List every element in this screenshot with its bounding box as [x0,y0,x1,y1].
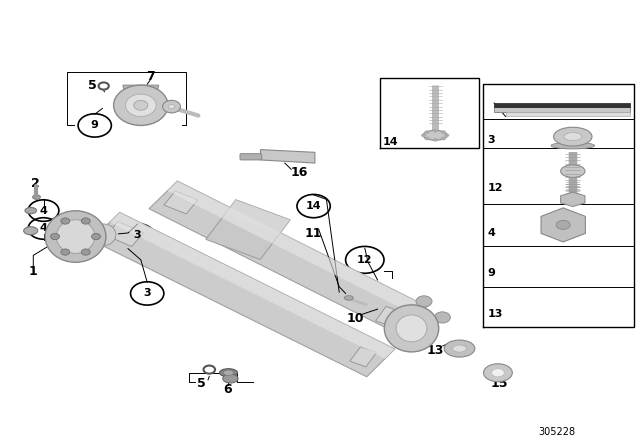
FancyBboxPatch shape [240,154,262,160]
Text: 9: 9 [91,121,99,130]
Ellipse shape [92,224,116,246]
Ellipse shape [24,227,38,235]
Text: 3: 3 [134,230,141,240]
Ellipse shape [423,130,447,140]
Circle shape [441,130,446,134]
Ellipse shape [114,85,168,125]
Circle shape [92,233,100,240]
Ellipse shape [33,195,40,199]
Ellipse shape [556,220,570,229]
Ellipse shape [396,315,427,342]
Polygon shape [376,306,405,327]
Ellipse shape [444,340,475,357]
Text: 6: 6 [223,383,232,396]
Text: 4: 4 [488,228,495,238]
Circle shape [51,233,60,240]
Text: 15: 15 [490,376,508,390]
Polygon shape [541,208,586,242]
Polygon shape [106,222,144,246]
Circle shape [444,134,449,137]
Polygon shape [123,85,159,94]
Ellipse shape [56,220,95,254]
Ellipse shape [25,207,36,214]
Polygon shape [260,150,315,163]
Text: 305228: 305228 [538,427,575,437]
Text: 7: 7 [146,69,155,83]
Polygon shape [350,347,376,367]
Ellipse shape [492,369,504,377]
Ellipse shape [554,127,592,146]
Circle shape [61,249,70,255]
Ellipse shape [416,296,432,307]
Ellipse shape [344,296,353,300]
Text: 12: 12 [488,183,503,193]
Text: 2: 2 [31,177,40,190]
Circle shape [433,138,438,142]
Text: 4: 4 [40,224,47,233]
Circle shape [421,134,426,137]
Ellipse shape [561,165,585,177]
Ellipse shape [223,374,238,383]
Ellipse shape [125,94,156,116]
Circle shape [424,137,429,140]
Polygon shape [149,181,427,334]
Polygon shape [506,112,630,116]
Polygon shape [494,103,630,107]
Text: 9: 9 [488,268,495,278]
Text: 3: 3 [143,289,151,298]
Ellipse shape [134,100,148,110]
Ellipse shape [452,345,467,352]
Text: 13: 13 [426,344,444,357]
Text: 5: 5 [88,78,97,92]
Polygon shape [168,181,427,316]
Text: 10: 10 [346,311,364,325]
Polygon shape [225,200,290,234]
Ellipse shape [563,166,583,176]
Text: 12: 12 [357,255,372,265]
Circle shape [81,218,90,224]
Circle shape [424,130,429,134]
Ellipse shape [384,305,439,352]
Ellipse shape [220,369,237,377]
Polygon shape [92,212,395,377]
Text: 8: 8 [154,96,163,110]
Ellipse shape [45,211,106,263]
Circle shape [441,137,446,140]
Text: 16: 16 [291,166,308,179]
Polygon shape [206,200,290,259]
Ellipse shape [223,370,234,375]
Text: 11: 11 [305,227,323,241]
Polygon shape [494,107,630,112]
Polygon shape [164,191,198,214]
Ellipse shape [168,104,175,109]
Ellipse shape [564,133,582,141]
Ellipse shape [435,312,451,323]
Text: 14: 14 [306,201,321,211]
Polygon shape [561,192,585,207]
Ellipse shape [551,142,595,149]
Text: 14: 14 [383,138,398,147]
Polygon shape [110,212,395,359]
Text: 13: 13 [488,309,503,319]
Text: 1: 1 [29,264,38,278]
Ellipse shape [484,364,513,382]
Ellipse shape [163,100,180,113]
Text: 3: 3 [488,135,495,145]
Text: 5: 5 [197,376,206,390]
Circle shape [81,249,90,255]
Circle shape [433,129,438,133]
Text: 4: 4 [40,206,47,215]
Circle shape [61,218,70,224]
